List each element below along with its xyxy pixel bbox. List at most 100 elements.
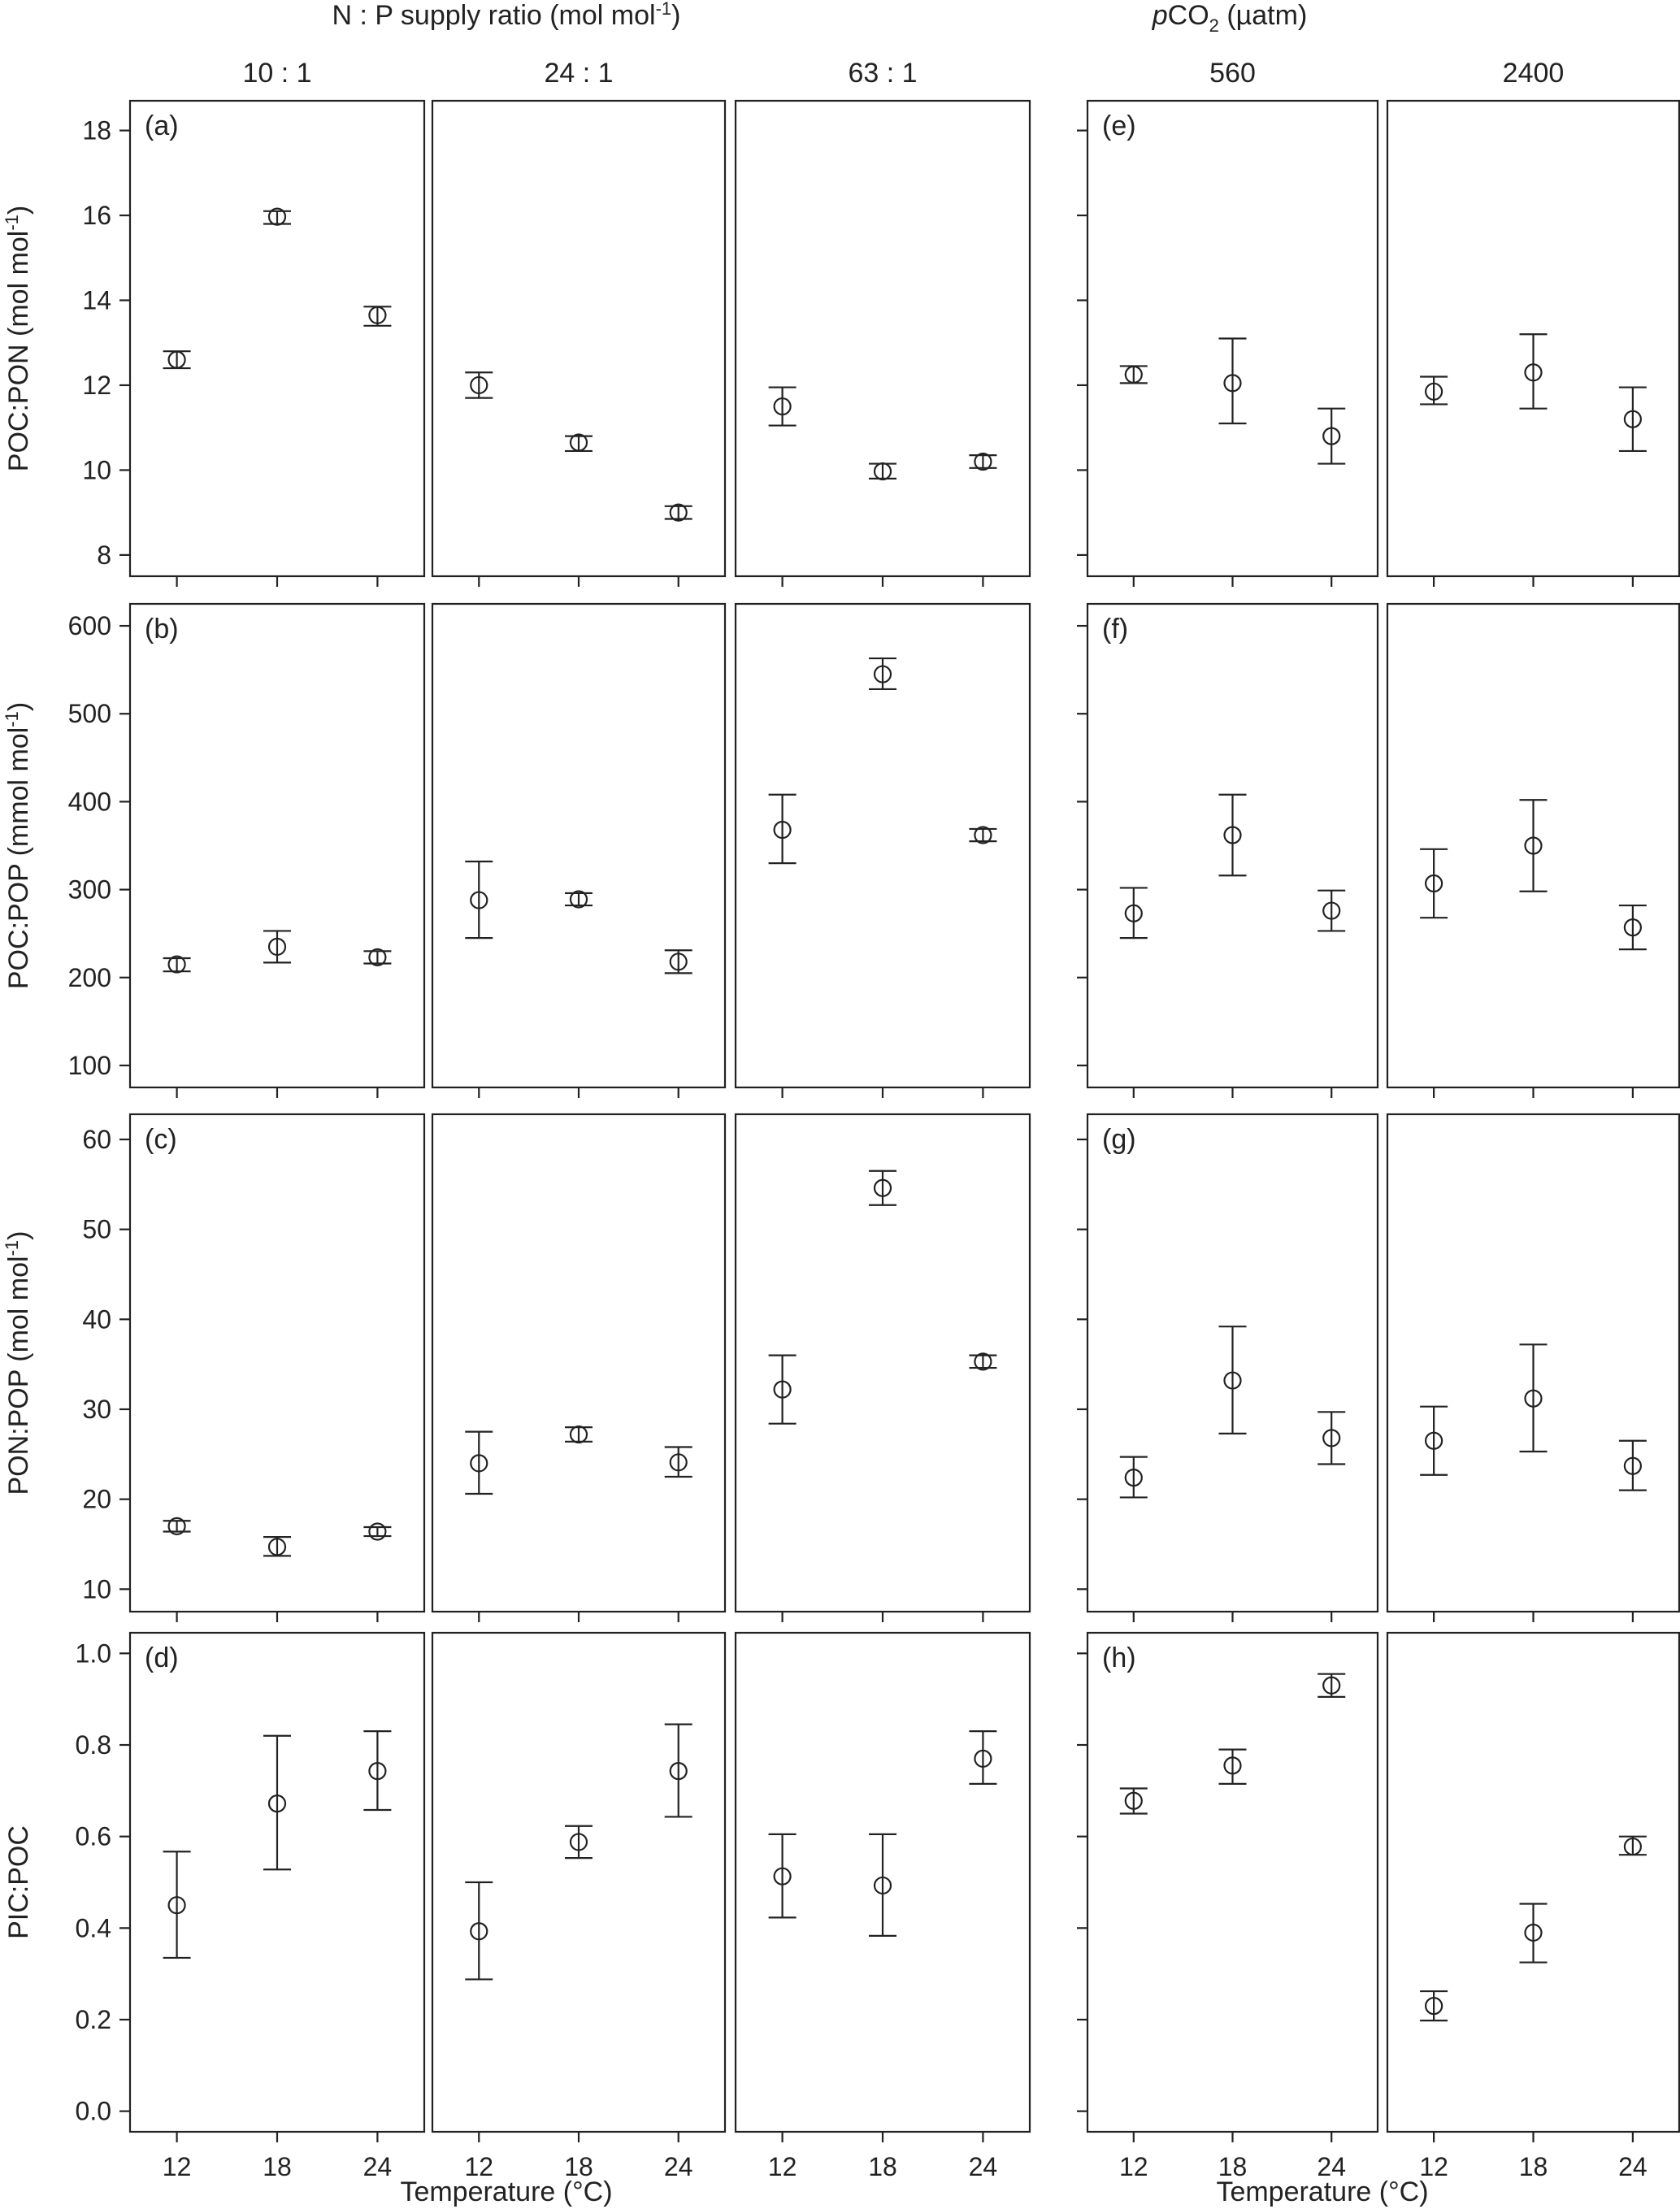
x-tick-label: 12 [1419, 2152, 1448, 2181]
panel-frame [128, 99, 426, 578]
error-bar [263, 1734, 291, 1871]
x-tick-label: 18 [1218, 2152, 1248, 2181]
panel-r0-c0: 8 10 12 14 16 18 (a) [82, 99, 426, 587]
y-tick-label: 14 [82, 285, 111, 315]
x-tick-label: 24 [969, 2152, 998, 2181]
panel-grid: 8 10 12 14 16 18 (a) (e) 100 200 300 400 500 600 (b) (f… [68, 99, 1680, 2181]
panel-letter: (e) [1102, 111, 1136, 141]
error-bar [163, 350, 191, 370]
data-point [974, 826, 992, 844]
panel-r1-c0: 100 200 300 400 500 600 (b) [68, 602, 426, 1098]
panel-r2-c2 [734, 1113, 1031, 1622]
x-tick-label: 18 [564, 2152, 593, 2181]
x-tick-label: 12 [163, 2152, 192, 2181]
y-tick-label: 0.4 [76, 1913, 111, 1942]
error-bar [263, 210, 291, 225]
panel-r3-c1: 12 18 24 [431, 1631, 727, 2181]
y-tick-label: 20 [82, 1485, 111, 1514]
data-point [974, 1352, 992, 1371]
data-point [1223, 374, 1242, 393]
column-headers: 10 : 1 24 : 1 63 : 1 560 2400 [242, 58, 1564, 89]
data-point [470, 1922, 488, 1941]
error-bar [363, 1525, 392, 1538]
panel-letter: (g) [1102, 1124, 1136, 1155]
np-supply-header: N : P supply ratio (mol mol-1) [332, 0, 681, 31]
error-bar [565, 892, 593, 907]
y-tick-label: 40 [82, 1304, 111, 1334]
x-tick-label: 24 [664, 2152, 693, 2181]
error-bar [969, 827, 997, 843]
x-axis-label-left: Temperature (°C) [400, 2176, 612, 2207]
data-point [1223, 826, 1242, 844]
panel-r0-c3: (e) [1077, 99, 1379, 587]
error-bar [1420, 1405, 1448, 1476]
panel-r3-c4: 12 18 24 [1386, 1631, 1680, 2181]
data-point [1623, 918, 1642, 937]
data-point [773, 820, 792, 840]
data-point [873, 1178, 892, 1197]
y-axis-label: POC:PON (mol mol-1) [2, 206, 34, 471]
error-bar [768, 1354, 797, 1425]
error-bar [1218, 337, 1247, 425]
error-bar [465, 1881, 493, 1981]
data-point [1124, 365, 1143, 384]
pco2-header: pCO2 (µatm) [1152, 0, 1308, 36]
error-bar [263, 930, 291, 964]
error-bar [1119, 1456, 1148, 1499]
error-bar [363, 950, 392, 965]
data-point [470, 891, 488, 909]
error-bar [1618, 904, 1647, 951]
error-bar [1618, 1439, 1647, 1491]
data-point [1425, 874, 1443, 893]
data-point [368, 306, 387, 324]
panel-frame [431, 1113, 727, 1613]
data-point [974, 1749, 992, 1769]
error-bar [1420, 848, 1448, 919]
x-tick-label: 24 [1618, 2152, 1647, 2181]
column-header: 10 : 1 [242, 58, 311, 89]
panel-r3-c3: 12 18 24 (h) [1077, 1631, 1379, 2181]
error-bar [565, 1426, 593, 1443]
panel-frame [431, 602, 727, 1089]
y-axis-labels: POC:PON (mol mol-1) POC:POP (mmol mol-1) P… [2, 206, 34, 1939]
error-bar [1119, 887, 1148, 940]
data-point [1223, 1371, 1242, 1390]
panel-r3-c2: 12 18 24 [734, 1631, 1031, 2181]
y-tick-label: 1.0 [76, 1638, 111, 1668]
data-point [873, 1876, 892, 1895]
error-bar [768, 386, 797, 427]
error-bar [1119, 365, 1148, 384]
y-axis-label: POC:POP (mmol mol-1) [2, 702, 34, 989]
error-bar [163, 1851, 191, 1959]
data-point [1425, 1996, 1443, 2016]
data-point [569, 1425, 588, 1444]
data-point [267, 207, 287, 226]
data-point [1623, 1837, 1642, 1856]
data-point [368, 1522, 387, 1541]
panel-frame [1386, 1631, 1680, 2133]
error-bar [869, 1833, 896, 1938]
y-tick-label: 30 [82, 1395, 111, 1424]
data-point [267, 1795, 287, 1813]
data-point [470, 375, 488, 395]
error-bar [1318, 407, 1346, 465]
column-header: 24 : 1 [544, 58, 613, 89]
data-point [167, 350, 186, 369]
error-bar [263, 1536, 291, 1557]
data-point [1623, 1456, 1642, 1475]
data-point [1223, 1756, 1242, 1775]
error-bar [1318, 889, 1346, 932]
data-point [773, 1867, 792, 1886]
x-axis-label-right: Temperature (°C) [1216, 2176, 1428, 2207]
data-point [267, 1538, 287, 1556]
data-point [1524, 1923, 1543, 1942]
panel-r2-c0: 10 20 30 40 50 60 (c) [82, 1113, 426, 1622]
panel-letter: (f) [1102, 614, 1128, 644]
panel-letter: (c) [145, 1124, 177, 1155]
data-point [470, 1454, 488, 1473]
data-point [1322, 1676, 1341, 1695]
y-tick-label: 400 [68, 787, 111, 816]
error-bar [869, 462, 896, 480]
x-tick-label: 24 [1317, 2152, 1346, 2181]
